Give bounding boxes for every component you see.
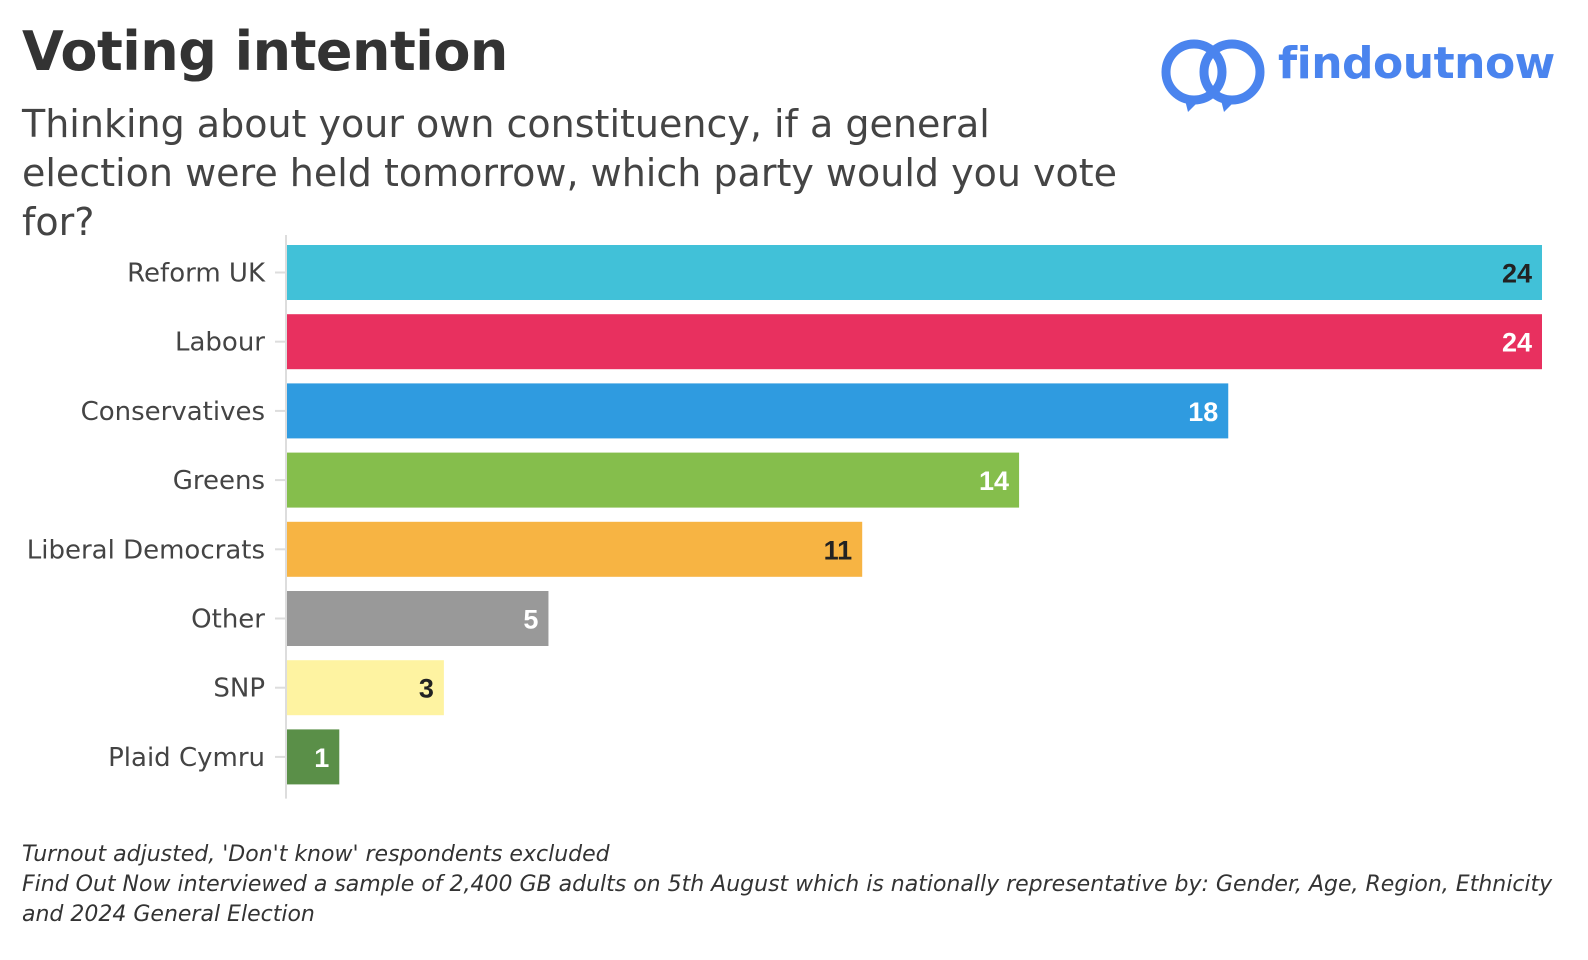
brand-logo: findoutnow bbox=[1150, 26, 1555, 116]
data-label: 11 bbox=[824, 535, 853, 565]
data-label: 5 bbox=[523, 605, 538, 635]
data-label: 24 bbox=[1502, 328, 1532, 358]
bar bbox=[287, 383, 1229, 439]
footer-note: Turnout adjusted, 'Don't know' responden… bbox=[22, 842, 610, 867]
category-label: Labour bbox=[175, 328, 265, 358]
footer-methodology: Find Out Now interviewed a sample of 2,4… bbox=[22, 872, 1553, 927]
category-label: Plaid Cymru bbox=[108, 743, 265, 773]
chart-footer: Turnout adjusted, 'Don't know' responden… bbox=[22, 840, 1562, 930]
category-label: Liberal Democrats bbox=[27, 535, 265, 565]
data-label: 3 bbox=[419, 674, 434, 704]
data-label: 14 bbox=[979, 466, 1009, 496]
bar bbox=[287, 521, 863, 577]
category-label: Reform UK bbox=[127, 259, 266, 289]
bar bbox=[287, 245, 1542, 300]
category-label: Conservatives bbox=[81, 397, 265, 427]
chart-title: Voting intention bbox=[22, 20, 508, 83]
category-label: SNP bbox=[213, 674, 265, 704]
data-label: 1 bbox=[314, 743, 329, 773]
category-label: Other bbox=[191, 605, 265, 635]
data-label: 24 bbox=[1502, 259, 1532, 289]
bar bbox=[287, 660, 444, 716]
chart-subtitle: Thinking about your own constituency, if… bbox=[22, 102, 1118, 244]
bar-chart: Reform UK 24 Labour 24 Conservatives 18 Greens… bbox=[27, 235, 1542, 799]
bar bbox=[287, 452, 1020, 508]
bar bbox=[287, 314, 1542, 370]
bar bbox=[287, 729, 340, 785]
category-label: Greens bbox=[173, 466, 265, 496]
data-label: 18 bbox=[1188, 397, 1218, 427]
brand-name: findoutnow bbox=[1278, 38, 1555, 89]
bar bbox=[287, 591, 549, 646]
interlocking-rings-icon bbox=[1161, 39, 1265, 112]
